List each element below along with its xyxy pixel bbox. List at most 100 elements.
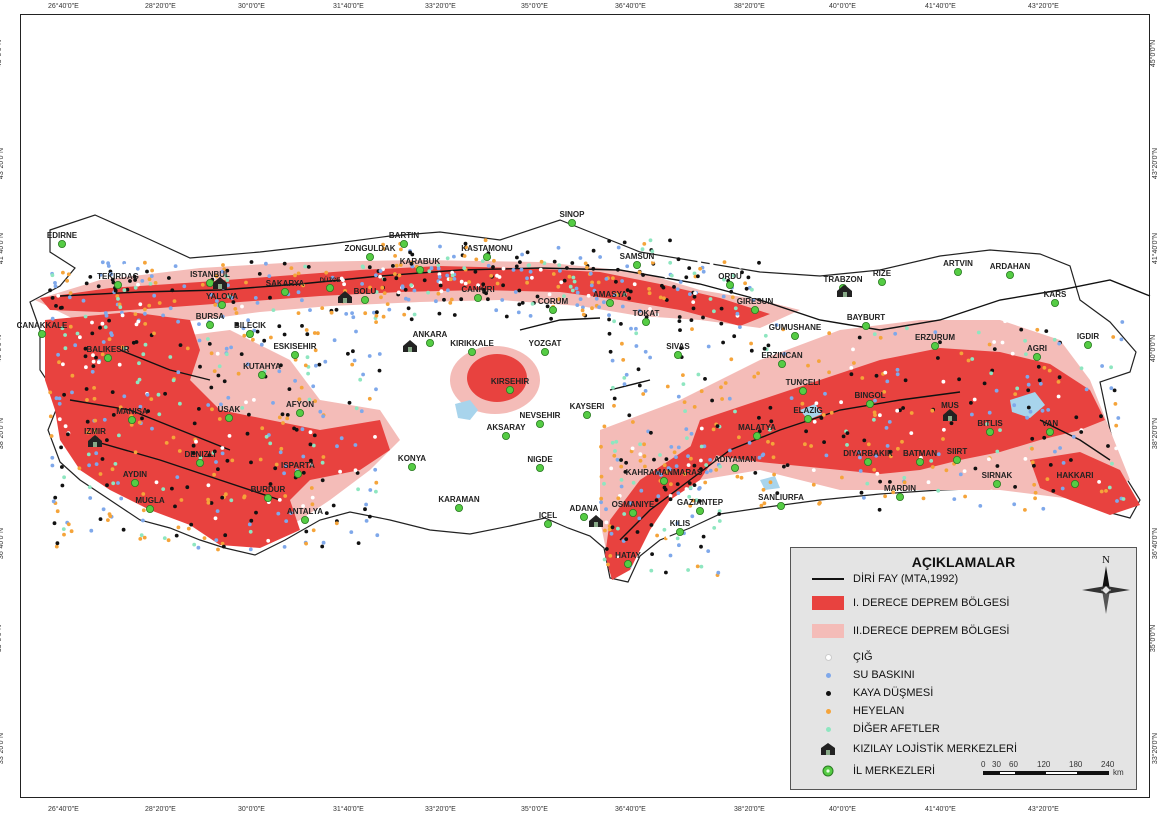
hazard-point [1033,496,1037,501]
hazard-point [635,530,640,534]
hazard-point [94,462,99,466]
hazard-point [61,527,66,531]
hazard-point [51,499,56,504]
hazard-point [305,355,310,360]
hazard-point [1099,489,1104,494]
hazard-point [363,507,367,512]
city-label: KAYSERI [570,402,605,411]
hazard-point [374,273,378,278]
hazard-point [1113,402,1118,406]
hazard-point [702,444,707,449]
city-pin-icon [544,520,553,529]
hazard-point [1030,460,1035,465]
hazard-point [769,419,774,424]
hazard-point [688,490,693,494]
hazard-point [120,313,125,318]
hazard-point [658,295,663,300]
hazard-point [580,308,585,313]
hazard-point [113,288,118,293]
city-marker: DIYARBAKIR [843,449,893,466]
city-label: DENIZLI [184,450,215,459]
hazard-point [717,512,722,516]
hazard-point [178,343,183,347]
hazard-point [233,307,238,311]
hazard-point [59,445,63,450]
hazard-point [61,270,65,275]
hazard-point [224,352,229,357]
hazard-point [103,325,108,329]
hazard-point [269,335,273,340]
hazard-point [279,446,284,451]
hazard-point [285,413,290,417]
hazard-point [732,334,737,339]
hazard-point [226,283,230,288]
hazard-point [620,304,625,309]
city-label: CORUM [538,297,569,306]
hazard-point [708,458,712,462]
hazard-point [677,315,682,319]
hazard-point [277,369,282,374]
hazard-point [1106,444,1110,448]
hazard-point [66,272,71,277]
hazard-point [1026,405,1031,410]
hazard-point [958,472,963,477]
graticule-label: 43°20'0"E [1028,3,1059,10]
hazard-point [729,289,734,294]
hazard-point [360,282,364,286]
city-marker: BOLU [354,287,377,304]
graticule-label: 40°0'0"E [829,806,856,813]
hazard-point [889,454,893,459]
hazard-point [350,362,355,367]
hazard-point [68,291,73,295]
hazard-point [518,260,522,264]
hazard-point [50,296,55,300]
hazard-point [1099,414,1103,419]
hazard-point [517,302,522,307]
hazard-point [166,260,171,265]
hazard-point [662,463,667,468]
graticule-label: 33°20'0"E [425,806,456,813]
hazard-point [245,431,250,436]
hazard-point [90,369,95,374]
city-label: YOZGAT [529,339,562,348]
hazard-point [437,275,442,279]
hazard-point [280,412,285,417]
hazard-point [105,438,109,442]
city-marker: DÜZCE [320,277,340,292]
hazard-point [53,281,57,285]
hazard-point [952,497,957,501]
hazard-point [93,429,98,434]
hazard-point [714,468,719,472]
hazard-point [157,412,162,417]
hazard-point [277,415,282,420]
hazard-point [385,302,390,306]
hazard-point [268,295,272,300]
hazard-point [1026,388,1031,393]
city-pin-icon [799,386,808,395]
city-label: CANKIRI [461,285,494,294]
hazard-point [206,497,211,502]
hazard-point [596,280,601,285]
city-marker: ELAZIG [793,406,823,423]
hazard-point [200,282,205,287]
hazard-point [214,460,218,464]
hazard-point [982,381,987,386]
hazard-point [1107,485,1112,490]
hazard-point [669,445,674,449]
hazard-point [335,444,339,449]
hazard-point [676,257,681,262]
hazard-point [145,392,150,397]
hazard-point [91,353,95,358]
hazard-point [293,273,297,278]
hazard-point [686,463,691,467]
hazard-point [56,293,61,298]
hazard-point [133,285,138,290]
hazard-point [387,307,392,312]
hazard-point [217,364,222,369]
hazard-point [93,418,98,423]
hazard-point [866,442,871,447]
legend-label: DİRİ FAY (MTA,1992) [853,573,959,585]
hazard-point [525,276,529,281]
hazard-point [774,323,779,327]
hazard-point [94,451,99,456]
